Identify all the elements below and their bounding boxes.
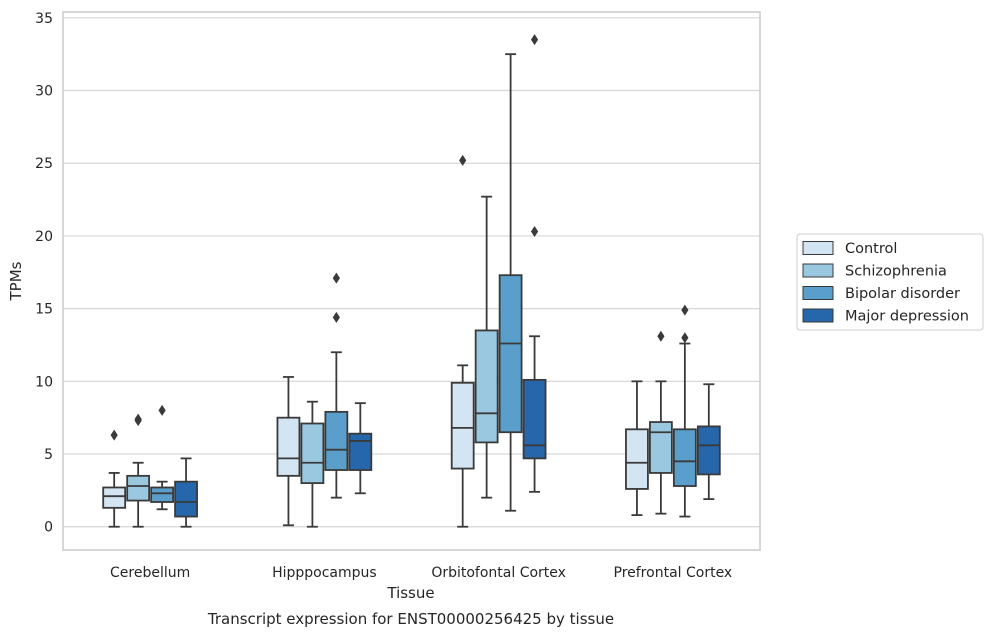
box-body: [150, 486, 174, 503]
legend-label: Control: [845, 241, 897, 257]
y-axis-label: TPMs: [7, 261, 25, 301]
outlier-point: [681, 304, 689, 316]
x-axis-label: Tissue: [386, 584, 434, 602]
outlier-point: [332, 311, 340, 323]
box-body: [174, 480, 198, 518]
box-group: [450, 154, 475, 528]
y-tick-label: 35: [35, 11, 53, 27]
y-tick-labels: 0 5 10 15 20 25 30 35: [35, 11, 53, 536]
legend: Control Schizophrenia Bipolar disorder Majo…: [796, 233, 984, 331]
box-group: [300, 400, 325, 528]
box-body: [348, 432, 373, 471]
legend-swatch: [802, 263, 834, 278]
y-tick-label: 20: [35, 229, 53, 245]
box-group: [649, 330, 673, 515]
box-body: [649, 421, 673, 474]
outlier-point: [459, 154, 467, 166]
y-tick-label: 30: [35, 84, 53, 100]
legend-label: Schizophrenia: [845, 264, 947, 280]
box-group: [126, 413, 151, 528]
chart-caption: Transcript expression for ENST0000025642…: [207, 610, 614, 628]
outlier-point: [657, 330, 665, 342]
plot-area-frame: [62, 11, 761, 551]
x-tick-label: Hipppocampus: [272, 565, 377, 581]
box-group: [625, 380, 649, 517]
grid-lines: [63, 17, 760, 528]
box-group: [276, 376, 301, 527]
outlier-point: [681, 332, 689, 344]
boxes: [102, 34, 721, 528]
x-tick-label: Prefrontal Cortex: [614, 565, 733, 581]
box-group: [348, 402, 373, 495]
box-group: [696, 383, 721, 501]
outlier-point: [530, 226, 539, 238]
box-group: [102, 429, 127, 528]
box-group: [522, 34, 547, 493]
legend-frame: [796, 233, 984, 331]
box-group: [498, 53, 523, 512]
legend-swatch: [802, 286, 834, 300]
box-body: [625, 428, 649, 490]
outlier-point: [110, 429, 118, 441]
box-body: [672, 428, 697, 487]
legend-label: Major depression: [845, 309, 969, 325]
y-tick-label: 10: [35, 374, 53, 390]
box-group: [474, 195, 499, 499]
y-tick-label: 5: [44, 447, 53, 463]
box-body: [324, 410, 349, 471]
legend-label: Bipolar disorder: [845, 286, 960, 302]
outlier-point: [158, 404, 166, 416]
x-tick-label: Cerebellum: [110, 565, 190, 581]
box-body: [126, 474, 151, 502]
box-group: [672, 304, 697, 518]
x-tick-label: Orbitofontal Cortex: [431, 565, 566, 581]
outlier-point: [134, 415, 142, 427]
box-body: [474, 329, 499, 444]
box-group: [324, 272, 349, 499]
y-tick-label: 25: [35, 156, 53, 172]
x-tick-labels: Cerebellum Hipppocampus Orbitofontal Corte…: [110, 565, 732, 581]
box-body: [276, 416, 301, 477]
box-group: [150, 404, 174, 511]
box-group: [174, 457, 198, 528]
box-body: [522, 378, 547, 460]
outlier-point: [530, 34, 539, 46]
box-body: [498, 274, 523, 434]
box-body: [300, 422, 325, 485]
box-body: [450, 381, 475, 470]
legend-swatch: [802, 241, 834, 255]
y-tick-label: 15: [35, 302, 53, 318]
outlier-point: [332, 272, 340, 284]
box-body: [696, 425, 721, 476]
legend-swatch: [802, 308, 834, 323]
box-body: [102, 486, 127, 509]
y-tick-label: 0: [44, 520, 53, 536]
